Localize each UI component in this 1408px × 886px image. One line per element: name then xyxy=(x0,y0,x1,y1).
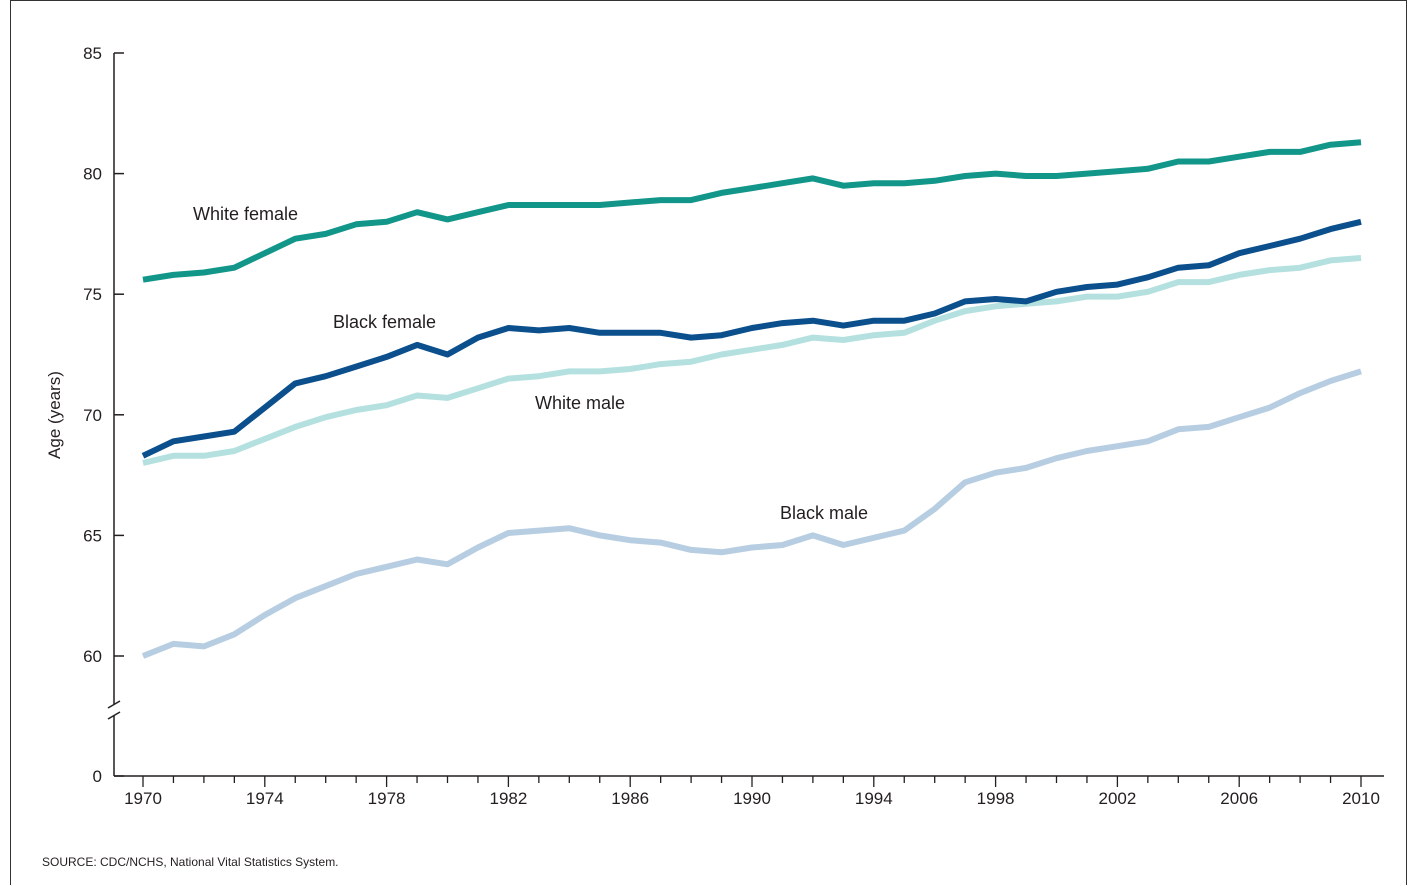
axis-break-mark xyxy=(107,700,121,709)
source-note: SOURCE: CDC/NCHS, National Vital Statist… xyxy=(42,855,339,869)
y-tick-label: 75 xyxy=(83,285,102,304)
series-line-white-male xyxy=(142,255,1362,466)
x-tick-label: 1990 xyxy=(733,789,771,808)
y-tick-label: 70 xyxy=(83,406,102,425)
series-line-black-female xyxy=(141,218,1362,459)
y-tick-label: 60 xyxy=(83,647,102,666)
series-label-white-male: White male xyxy=(535,393,625,413)
y-tick-label: 65 xyxy=(83,526,102,545)
x-tick-label: 1998 xyxy=(977,789,1015,808)
chart-frame xyxy=(10,0,1407,885)
series-label-white-female: White female xyxy=(193,204,298,224)
x-tick-label: 1978 xyxy=(368,789,406,808)
series-labels: White female Black female White male Black … xyxy=(193,204,868,523)
series-line-white-female xyxy=(142,139,1362,283)
series-line-black-male xyxy=(141,368,1362,659)
x-tick-label: 2002 xyxy=(1098,789,1136,808)
y-tick-label: 80 xyxy=(83,165,102,184)
x-tick-label: 2010 xyxy=(1342,789,1380,808)
series-label-black-male: Black male xyxy=(780,503,868,523)
y-axis-title: Age (years) xyxy=(45,371,64,459)
x-tick-label: 1994 xyxy=(855,789,893,808)
axis-break-mark xyxy=(107,711,121,720)
x-tick-label: 1974 xyxy=(246,789,284,808)
y-tick-label: 0 xyxy=(93,767,102,786)
y-tick-label: 85 xyxy=(83,44,102,63)
axes: 0 60 65 70 75 80 85 1970 1974 1978 1982 1986 1990 199… xyxy=(83,44,1384,808)
x-tick-label: 1986 xyxy=(611,789,649,808)
series-lines xyxy=(141,139,1362,659)
series-label-black-female: Black female xyxy=(333,312,436,332)
x-tick-label: 1970 xyxy=(124,789,162,808)
x-tick-label: 2006 xyxy=(1220,789,1258,808)
x-tick-label: 1982 xyxy=(489,789,527,808)
